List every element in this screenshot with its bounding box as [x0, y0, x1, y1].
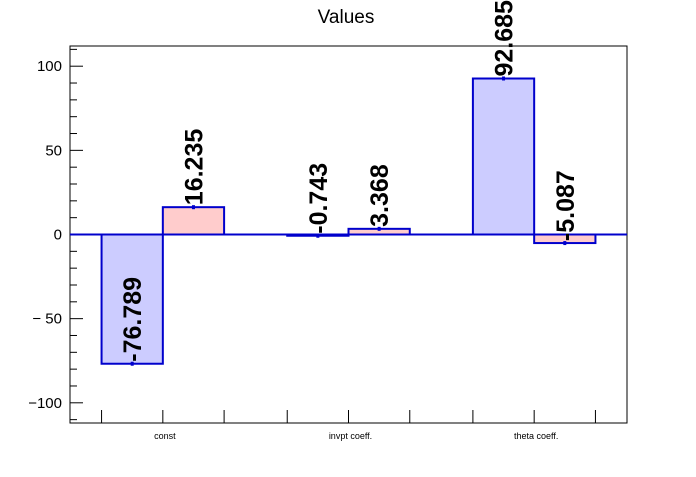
chart-title: Values	[318, 7, 375, 28]
data-label: 3.368	[366, 164, 394, 227]
data-label: 16.235	[180, 129, 208, 206]
x-category-label: const	[154, 431, 176, 441]
x-category-label: theta coeff.	[514, 431, 558, 441]
y-tick-label: 0	[54, 227, 62, 244]
data-label: -76.789	[119, 277, 147, 362]
data-label: -5.087	[552, 170, 580, 241]
bar	[100, 233, 164, 365]
y-tick-label: 50	[45, 142, 62, 159]
y-tick-label: 100	[37, 58, 62, 75]
data-label: -0.743	[305, 163, 333, 234]
data-label: 92.685	[491, 0, 519, 77]
y-tick-label: − 50	[32, 311, 62, 328]
bar	[161, 206, 226, 236]
y-tick-label: −100	[28, 395, 62, 412]
x-category-label: invpt coeff.	[329, 431, 372, 441]
bar	[471, 77, 536, 236]
